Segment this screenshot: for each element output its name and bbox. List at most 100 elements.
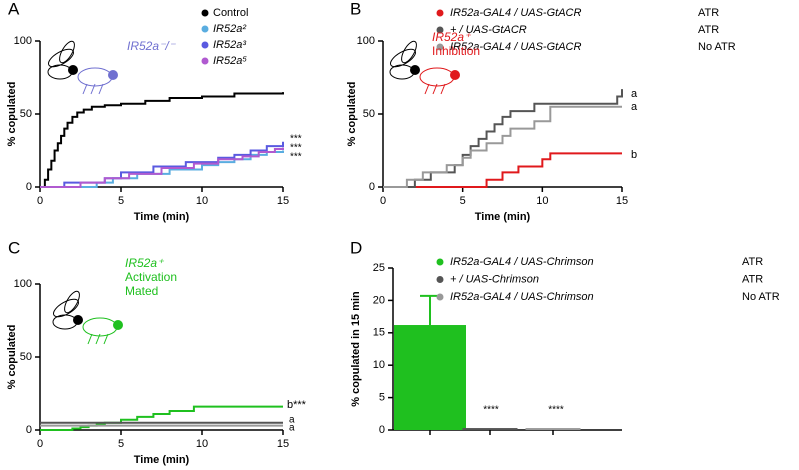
legend-condition: ATR	[698, 7, 719, 19]
y-tick-label: 50	[20, 351, 32, 363]
fly-body	[419, 67, 455, 87]
step-line	[40, 92, 284, 188]
y-tick-label: 15	[373, 327, 385, 339]
fly-body	[82, 317, 118, 337]
annotation: ***	[290, 134, 302, 145]
x-axis-label: Time (min)	[134, 211, 190, 223]
legend-marker	[201, 41, 209, 49]
y-tick-label: 100	[14, 35, 32, 47]
x-tick-label: 10	[536, 195, 548, 207]
fly-icon	[52, 290, 123, 345]
annotation: IR52a⁺	[125, 256, 165, 270]
fly-wing	[59, 40, 75, 64]
legend-marker	[436, 276, 444, 283]
annotation: Mated	[125, 284, 158, 298]
annotation: IR52a⁺	[432, 30, 472, 44]
fly-icon	[389, 40, 460, 95]
step-line	[40, 141, 284, 188]
fly-leg	[82, 83, 88, 95]
y-tick-label: 0	[369, 181, 375, 193]
legend-marker	[436, 26, 444, 34]
fly-leg	[440, 83, 446, 95]
y-axis-label: % copulated in 15 min	[350, 291, 362, 407]
panel-label: B	[350, 0, 361, 18]
legend-label: + / UAS-GtACR	[450, 24, 527, 36]
fly-head	[108, 70, 118, 80]
annotation: ****	[548, 405, 564, 416]
x-tick-label: 15	[277, 195, 289, 207]
annotation: b	[631, 149, 637, 161]
x-tick-label: 15	[277, 438, 289, 450]
fly-body	[389, 64, 415, 80]
bar	[462, 428, 518, 430]
y-axis-label: % copulated	[346, 82, 358, 147]
legend-condition: No ATR	[742, 291, 780, 303]
fly-leg	[87, 333, 93, 345]
panel-label: A	[8, 0, 20, 18]
fly-head	[68, 65, 78, 75]
x-tick-label: 5	[118, 195, 124, 207]
fly-leg	[90, 83, 96, 95]
y-tick-label: 50	[363, 108, 375, 120]
x-tick-label: 5	[118, 438, 124, 450]
legend-marker	[201, 9, 209, 17]
legend-label: IR52a-GAL4 / UAS-GtACR	[450, 41, 581, 53]
panel-label: D	[350, 238, 362, 257]
x-axis-label: Time (min)	[475, 211, 531, 223]
y-axis-label: % copulated	[6, 82, 18, 147]
legend-marker	[436, 293, 444, 301]
bar	[525, 428, 581, 430]
y-tick-label: 20	[373, 294, 385, 306]
annotation: ***	[290, 152, 302, 163]
legend-marker	[201, 25, 209, 33]
x-axis-label: Time (min)	[134, 454, 190, 466]
y-tick-label: 0	[379, 424, 385, 436]
annotation: a	[289, 415, 295, 426]
y-tick-label: 100	[357, 35, 375, 47]
fly-wing	[401, 40, 417, 64]
annotation: a	[289, 423, 295, 434]
x-tick-label: 0	[37, 195, 43, 207]
legend-label: IR52a-GAL4 / UAS-Chrimson	[450, 291, 594, 303]
y-tick-label: 0	[26, 181, 32, 193]
legend-condition: ATR	[698, 24, 719, 36]
legend-label: + / UAS-Chrimson	[450, 273, 539, 285]
step-line	[40, 150, 284, 188]
legend-marker	[201, 57, 209, 65]
fly-leg	[432, 83, 438, 95]
annotation: a	[631, 101, 638, 113]
step-line	[383, 152, 622, 188]
fly-head	[73, 315, 83, 325]
legend-condition: ATR	[742, 256, 763, 268]
x-tick-label: 10	[196, 438, 208, 450]
y-tick-label: 50	[20, 108, 32, 120]
legend-label: IR52a²	[213, 23, 246, 35]
bar	[394, 325, 466, 430]
fly-body	[77, 67, 113, 87]
x-tick-label: 0	[37, 438, 43, 450]
step-line	[383, 105, 622, 188]
fly-wing	[64, 290, 80, 314]
fly-body	[47, 64, 73, 80]
legend-marker	[436, 43, 444, 51]
fly-head	[450, 70, 460, 80]
fly-head	[410, 65, 420, 75]
x-tick-label: 5	[460, 195, 466, 207]
fly-icon	[47, 40, 118, 95]
legend-condition: No ATR	[698, 41, 736, 53]
annotation: Activation	[125, 270, 177, 284]
legend-label: IR52a-GAL4 / UAS-Chrimson	[450, 256, 594, 268]
step-line	[40, 147, 284, 188]
annotation: b***	[287, 399, 307, 411]
fly-leg	[98, 83, 104, 95]
y-tick-label: 0	[26, 424, 32, 436]
legend-label: IR52a⁵	[213, 55, 247, 67]
annotation: a	[631, 88, 638, 100]
legend-label: IR52a-GAL4 / UAS-GtACR	[450, 7, 581, 19]
y-tick-label: 25	[373, 262, 385, 274]
error-bar	[420, 294, 440, 326]
annotation: ***	[290, 143, 302, 154]
y-axis-label: % copulated	[6, 325, 18, 390]
annotation: ****	[483, 405, 499, 416]
x-tick-label: 0	[380, 195, 386, 207]
